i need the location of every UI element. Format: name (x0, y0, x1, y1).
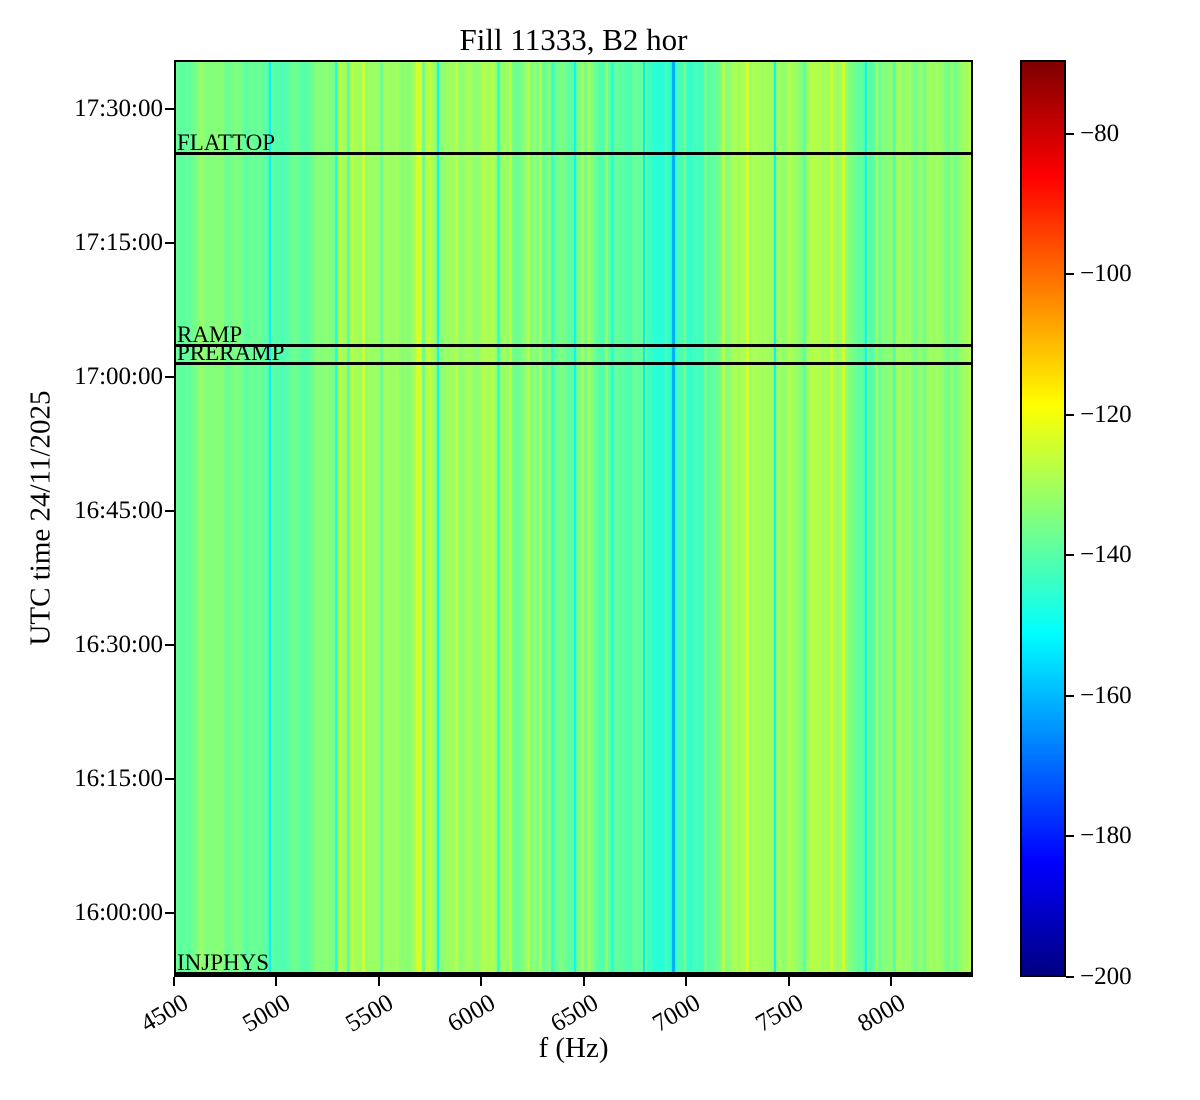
x-tick-label: 7500 (750, 989, 808, 1038)
y-tick (165, 242, 174, 245)
x-tick (582, 977, 585, 986)
colorbar-tick (1066, 554, 1074, 557)
y-tick-label: 16:00:00 (74, 898, 163, 926)
y-tick-label: 16:45:00 (74, 497, 163, 525)
y-tick-label: 17:00:00 (74, 363, 163, 391)
colorbar-tick-label: −160 (1080, 681, 1132, 709)
colorbar-tick (1066, 835, 1074, 838)
x-tick (685, 977, 688, 986)
colorbar-gradient (1022, 62, 1064, 975)
x-tick-label: 6500 (545, 989, 603, 1038)
chart-title: Fill 11333, B2 hor (459, 22, 688, 57)
y-tick-label: 17:15:00 (74, 229, 163, 257)
colorbar-tick-label: −80 (1080, 119, 1120, 147)
y-tick (165, 778, 174, 780)
x-tick-label: 5000 (238, 989, 296, 1038)
colorbar-tick-label: −180 (1080, 822, 1132, 850)
y-tick (165, 108, 174, 111)
x-tick (377, 977, 380, 986)
y-tick-label: 16:30:00 (74, 631, 163, 659)
beam-mode-label-ramp: RAMP (177, 322, 243, 348)
x-tick-label: 5500 (341, 989, 398, 1038)
x-tick-label: 4500 (136, 989, 193, 1038)
beam-mode-line-flattop (176, 152, 971, 156)
x-tick-label: 6000 (443, 989, 501, 1038)
y-tick (165, 911, 174, 914)
beam-mode-line-preramp (176, 362, 971, 366)
colorbar (1020, 60, 1066, 977)
spectrogram-heatmap (176, 62, 971, 975)
plot-area: FLATTOP RAMP PRERAMP INJPHYS (174, 60, 973, 977)
colorbar-tick (1066, 132, 1074, 135)
x-tick (173, 977, 175, 986)
colorbar-tick-label: −120 (1080, 400, 1132, 428)
y-tick-label: 17:30:00 (74, 95, 163, 123)
y-tick (165, 510, 174, 513)
x-tick (787, 977, 790, 986)
x-tick (275, 977, 278, 986)
colorbar-tick (1066, 413, 1074, 416)
beam-mode-line-injphys (176, 972, 971, 975)
y-axis-label: UTC time 24/11/2025 (24, 390, 57, 646)
y-tick (165, 376, 174, 379)
beam-mode-label-injphys: INJPHYS (177, 950, 270, 975)
y-tick (165, 644, 174, 647)
x-tick-label: 8000 (853, 989, 911, 1038)
x-tick-label: 7000 (648, 989, 706, 1038)
x-tick (890, 977, 893, 986)
colorbar-tick-label: −140 (1080, 541, 1132, 569)
colorbar-tick-label: −100 (1080, 260, 1132, 288)
colorbar-tick (1066, 273, 1074, 276)
beam-mode-line-ramp (176, 344, 971, 348)
y-tick-label: 16:15:00 (74, 765, 163, 792)
beam-mode-label-flattop: FLATTOP (177, 130, 275, 156)
x-tick (480, 977, 483, 986)
beam-mode-label-preramp: PRERAMP (177, 340, 285, 366)
colorbar-tick (1066, 694, 1074, 697)
x-axis-label: f (Hz) (538, 1032, 609, 1064)
colorbar-tick (1066, 976, 1074, 978)
colorbar-tick-label: −200 (1080, 963, 1132, 990)
